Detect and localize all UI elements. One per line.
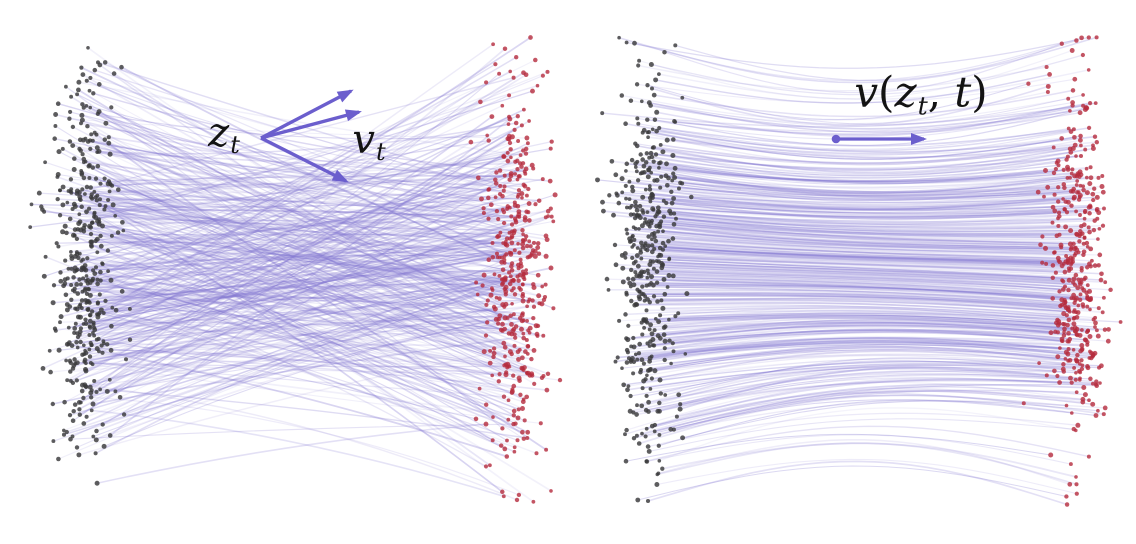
marginal-source-samples [595, 35, 694, 504]
conditional-target-samples [468, 35, 563, 504]
marginal-flow-panel [595, 35, 1123, 507]
conditional-flow-panel [28, 35, 563, 504]
conditional-source-samples [28, 46, 133, 486]
marginal-target-samples [1021, 35, 1123, 507]
conditional-trajectories [29, 36, 561, 503]
marginal-trajectories [596, 36, 1122, 506]
